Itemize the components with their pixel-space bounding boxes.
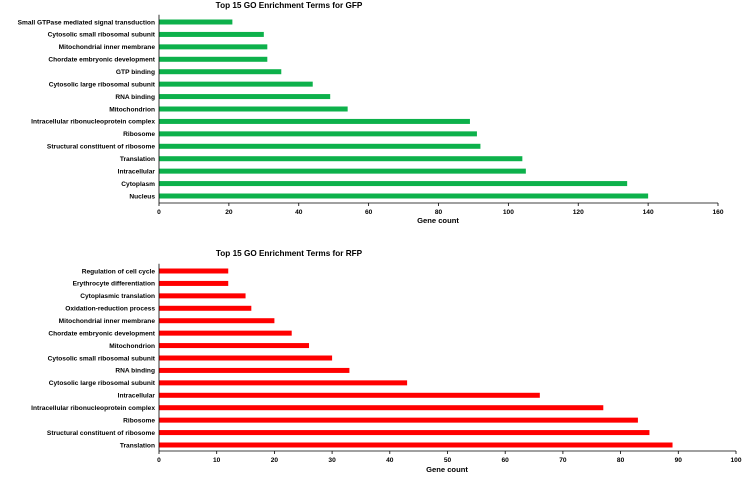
rfp-bar [159, 318, 275, 324]
gfp-x-tick-label: 160 [712, 209, 723, 216]
rfp-bar [159, 430, 650, 436]
rfp-bar [159, 330, 292, 336]
rfp-x-tick-label: 60 [502, 457, 510, 464]
gfp-category-label: Intracellular [118, 168, 156, 175]
gfp-bar [159, 94, 331, 100]
gfp-category-label: Chordate embryonic development [48, 57, 155, 64]
rfp-bar [159, 305, 252, 311]
rfp-category-label: Oxidation-reduction process [65, 306, 155, 313]
gfp-category-label: Nucleus [129, 193, 155, 200]
gfp-chart-title: Top 15 GO Enrichment Terms for GFP [216, 1, 363, 10]
rfp-bar [159, 392, 540, 398]
gfp-category-label: Translation [120, 156, 155, 163]
rfp-x-axis-title: Gene count [426, 465, 468, 474]
gfp-bar [159, 31, 264, 37]
gfp-category-label: RNA binding [115, 94, 155, 101]
rfp-category-label: Cytosolic large ribosomal subunit [49, 380, 156, 387]
gfp-category-label: Ribosome [123, 131, 155, 138]
gfp-bar [159, 193, 649, 199]
rfp-x-tick-label: 20 [271, 457, 279, 464]
gfp-bar [159, 143, 481, 149]
rfp-category-label: Cytoplasmic translation [80, 293, 155, 300]
rfp-x-tick-label: 50 [444, 457, 452, 464]
gfp-x-tick-label: 20 [225, 209, 233, 216]
rfp-category-label: Cytosolic small ribosomal subunit [48, 355, 156, 362]
rfp-x-tick-label: 80 [617, 457, 625, 464]
rfp-bar [159, 343, 310, 349]
rfp-category-label: Structural constituent of ribosome [47, 430, 155, 437]
rfp-category-label: Intracellular ribonucleoprotein complex [31, 405, 155, 412]
rfp-x-tick-label: 70 [559, 457, 567, 464]
rfp-bar [159, 417, 638, 423]
gfp-bar [159, 69, 282, 75]
gfp-x-tick-label: 140 [643, 209, 654, 216]
rfp-chart: Top 15 GO Enrichment Terms for RFP Gene … [31, 249, 742, 474]
rfp-chart-title: Top 15 GO Enrichment Terms for RFP [216, 249, 363, 258]
gfp-x-tick-label: 40 [295, 209, 303, 216]
gfp-category-label: Structural constituent of ribosome [47, 144, 155, 151]
rfp-x-tick-label: 10 [213, 457, 221, 464]
gfp-bar [159, 81, 313, 87]
gfp-bar [159, 56, 268, 62]
gfp-bar [159, 118, 470, 124]
rfp-category-label: RNA binding [115, 368, 155, 375]
gfp-bar [159, 131, 477, 137]
rfp-bar [159, 405, 604, 411]
rfp-category-label: Ribosome [123, 417, 155, 424]
gfp-bar [159, 156, 523, 162]
gfp-category-label: Cytosolic large ribosomal subunit [49, 81, 156, 88]
gfp-x-tick-label: 100 [503, 209, 514, 216]
rfp-bar [159, 268, 229, 274]
gfp-category-label: Intracellular ribonucleoprotein complex [31, 119, 155, 126]
gfp-chart: Top 15 GO Enrichment Terms for GFP Gene … [18, 1, 724, 225]
rfp-category-label: Translation [120, 442, 155, 449]
rfp-category-label: Mitochondrial inner membrane [59, 318, 156, 325]
rfp-bar [159, 355, 333, 361]
gfp-bar [159, 181, 628, 187]
rfp-x-tick-label: 0 [157, 457, 161, 464]
rfp-bar [159, 380, 408, 386]
gfp-x-tick-label: 60 [365, 209, 373, 216]
rfp-x-tick-label: 90 [675, 457, 683, 464]
rfp-bar [159, 280, 229, 286]
rfp-x-tick-label: 30 [328, 457, 336, 464]
rfp-category-label: Mitochondrion [109, 343, 155, 350]
gfp-x-tick-label: 80 [435, 209, 443, 216]
rfp-bar [159, 442, 673, 448]
gfp-category-label: Mitochondrial inner membrane [59, 44, 156, 51]
gfp-bar [159, 19, 233, 25]
gfp-category-label: Small GTPase mediated signal transductio… [18, 19, 155, 26]
gfp-bar [159, 168, 526, 174]
gfp-bar [159, 106, 348, 112]
gfp-category-label: Mitochondrion [109, 106, 155, 113]
rfp-x-tick-label: 100 [730, 457, 741, 464]
gfp-x-axis-title: Gene count [417, 216, 459, 225]
rfp-category-label: Erythrocyte differentiation [73, 281, 155, 288]
gfp-category-label: GTP binding [116, 69, 155, 76]
gfp-category-label: Cytoplasm [121, 181, 155, 188]
gfp-x-tick-label: 120 [573, 209, 584, 216]
rfp-category-label: Chordate embryonic development [48, 330, 155, 337]
rfp-bar [159, 367, 350, 373]
gfp-category-label: Cytosolic small ribosomal subunit [48, 32, 156, 39]
rfp-category-label: Intracellular [118, 393, 156, 400]
rfp-bar [159, 293, 246, 299]
rfp-x-tick-label: 40 [386, 457, 394, 464]
gfp-bar [159, 44, 268, 50]
gfp-x-tick-label: 0 [157, 209, 161, 216]
rfp-category-label: Regulation of cell cycle [82, 268, 156, 275]
